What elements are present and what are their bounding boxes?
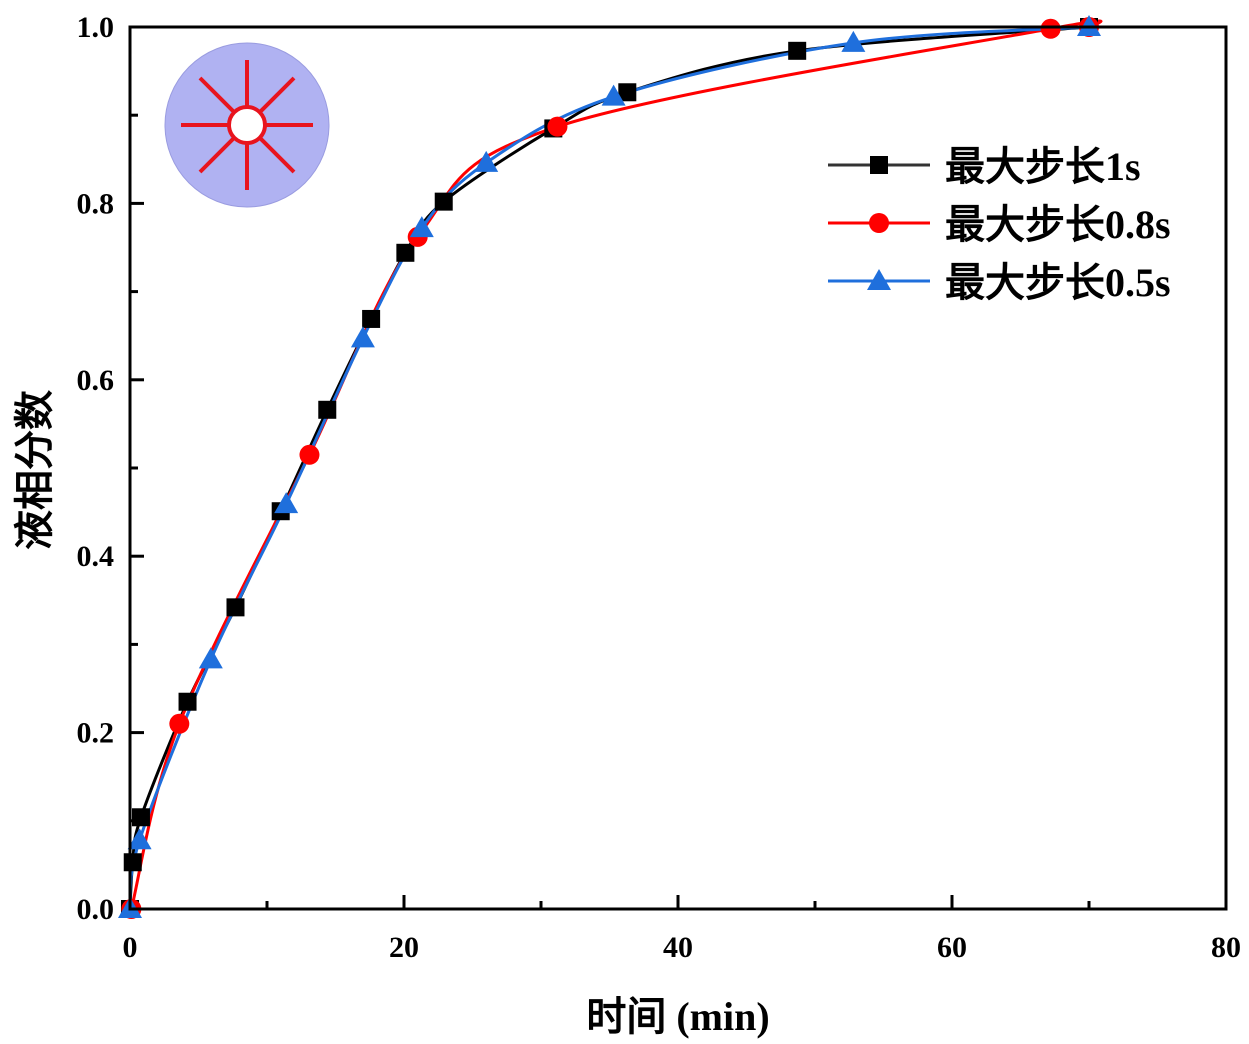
data-point-series-2 xyxy=(409,216,434,238)
data-point-series-0 xyxy=(318,400,337,419)
legend-marker xyxy=(867,269,891,290)
y-tick-label: 0.8 xyxy=(77,187,115,220)
data-point-series-0 xyxy=(123,853,142,872)
data-point-series-0 xyxy=(788,41,807,60)
legend-marker xyxy=(869,213,889,233)
data-point-series-1 xyxy=(169,713,190,734)
x-tick-label: 20 xyxy=(389,931,419,964)
radial-spoke-circle-icon xyxy=(164,42,330,208)
legend-label: 最大步长1s xyxy=(945,144,1141,189)
data-point-series-0 xyxy=(226,598,245,617)
data-point-series-1 xyxy=(299,444,320,465)
data-point-series-2 xyxy=(601,84,626,106)
x-tick-label: 80 xyxy=(1211,931,1241,964)
legend-label: 最大步长0.8s xyxy=(945,202,1171,247)
legend-label: 最大步长0.5s xyxy=(945,260,1171,305)
y-tick-label: 0.2 xyxy=(77,717,115,750)
x-tick-label: 60 xyxy=(937,931,967,964)
y-axis-title: 液相分数 xyxy=(12,390,57,550)
x-tick-label: 40 xyxy=(663,931,693,964)
data-point-series-2 xyxy=(350,326,375,348)
y-tick-label: 1.0 xyxy=(77,11,115,44)
data-point-series-0 xyxy=(618,83,637,102)
x-tick-label: 0 xyxy=(123,931,138,964)
legend-marker xyxy=(870,156,888,174)
x-axis-title: 时间 (min) xyxy=(586,994,769,1039)
data-point-series-2 xyxy=(474,150,499,172)
y-tick-label: 0.6 xyxy=(77,364,115,397)
data-point-series-0 xyxy=(362,309,381,328)
data-point-series-2 xyxy=(841,30,866,52)
data-point-series-0 xyxy=(178,692,197,711)
data-point-series-2 xyxy=(127,828,152,850)
data-point-series-2 xyxy=(274,492,299,514)
data-point-series-0 xyxy=(396,243,415,262)
y-tick-label: 0.4 xyxy=(77,540,115,573)
data-point-series-1 xyxy=(547,116,568,137)
data-point-series-1 xyxy=(1040,18,1061,39)
y-tick-label: 0.0 xyxy=(77,893,115,926)
data-point-series-0 xyxy=(434,192,453,211)
data-point-series-0 xyxy=(131,808,150,827)
legend: 最大步长1s 最大步长0.8s 最大步长0.5s xyxy=(828,144,1171,305)
data-point-series-2 xyxy=(198,647,223,669)
